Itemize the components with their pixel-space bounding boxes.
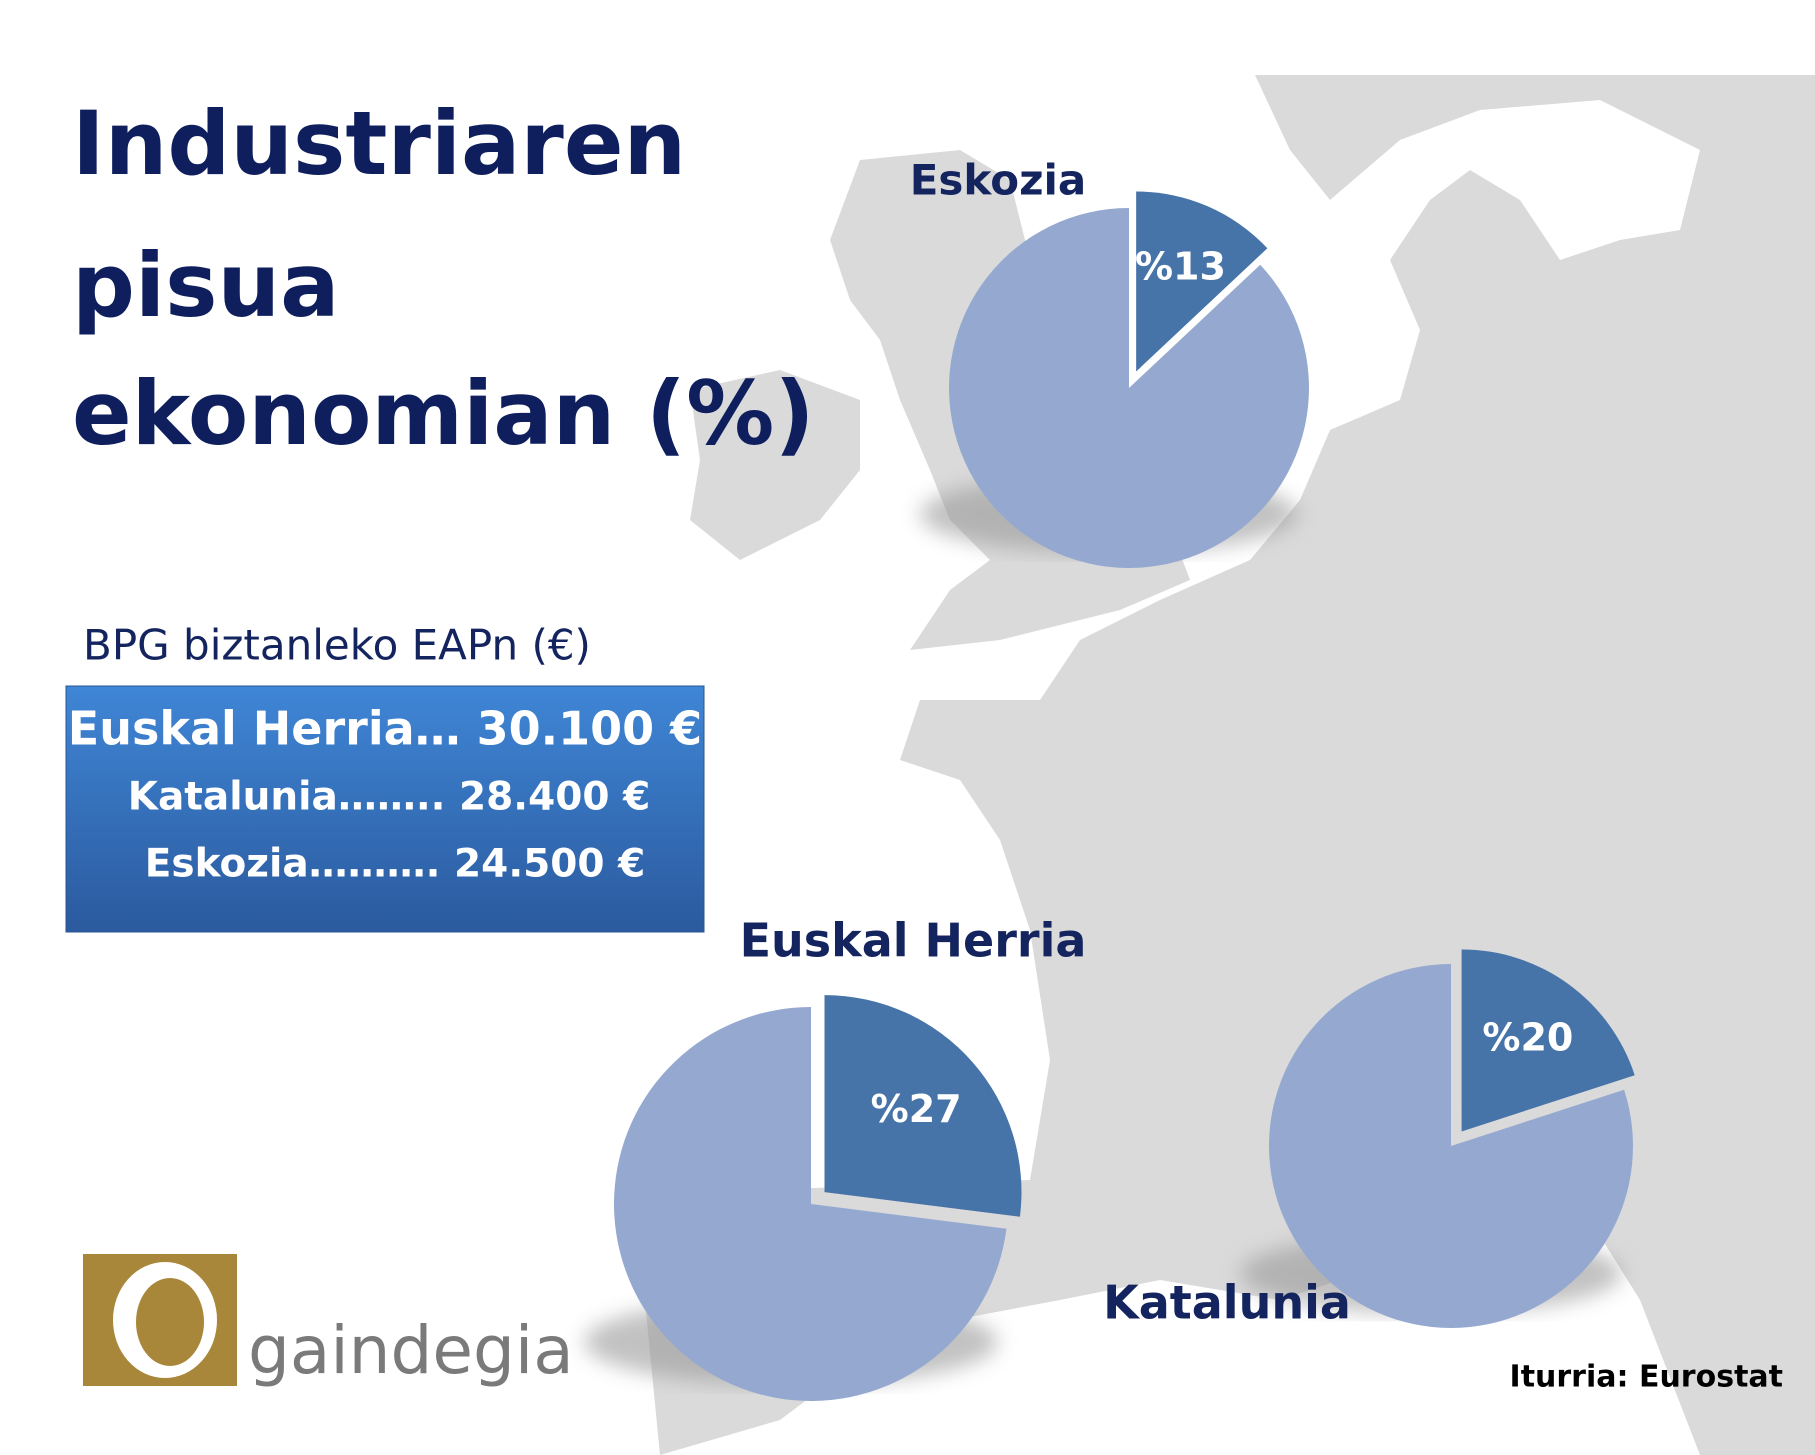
slice-label: %20 bbox=[1482, 1016, 1573, 1060]
pie-title: Euskal Herria bbox=[740, 914, 1087, 968]
logo-text: gaindegia bbox=[248, 1312, 574, 1389]
pie-slice bbox=[1461, 949, 1635, 1132]
logo: gaindegia bbox=[83, 1254, 574, 1389]
slice-label: %13 bbox=[1135, 245, 1226, 289]
gdp-row: Eskozia………. 24.500 € bbox=[145, 842, 646, 887]
title-line: Industriaren bbox=[72, 92, 686, 195]
source: Iturria: Eurostat bbox=[1510, 1360, 1783, 1395]
gdp-box bbox=[65, 685, 705, 933]
charts: %13 Eskozia %27 Euskal Herria %20 Katalunia bbox=[584, 156, 1635, 1401]
slice-label: %27 bbox=[871, 1087, 962, 1131]
gdp-heading: BPG biztanleko EAPn (€) bbox=[83, 621, 591, 670]
pie-slice bbox=[949, 208, 1309, 569]
title-line: pisua bbox=[72, 234, 340, 337]
gdp-row: Katalunia…….. 28.400 € bbox=[128, 775, 651, 820]
pie-slice bbox=[824, 995, 1022, 1217]
gdp-row: Euskal Herria… 30.100 € bbox=[68, 702, 702, 756]
pie-slice bbox=[1136, 191, 1268, 372]
title-line: ekonomian (%) bbox=[72, 362, 815, 465]
logo-inner bbox=[136, 1278, 204, 1366]
pie-title: Katalunia bbox=[1103, 1276, 1351, 1330]
pie-slice bbox=[1268, 964, 1633, 1328]
pie-slice bbox=[613, 1007, 1007, 1401]
pie-title: Eskozia bbox=[910, 156, 1087, 205]
